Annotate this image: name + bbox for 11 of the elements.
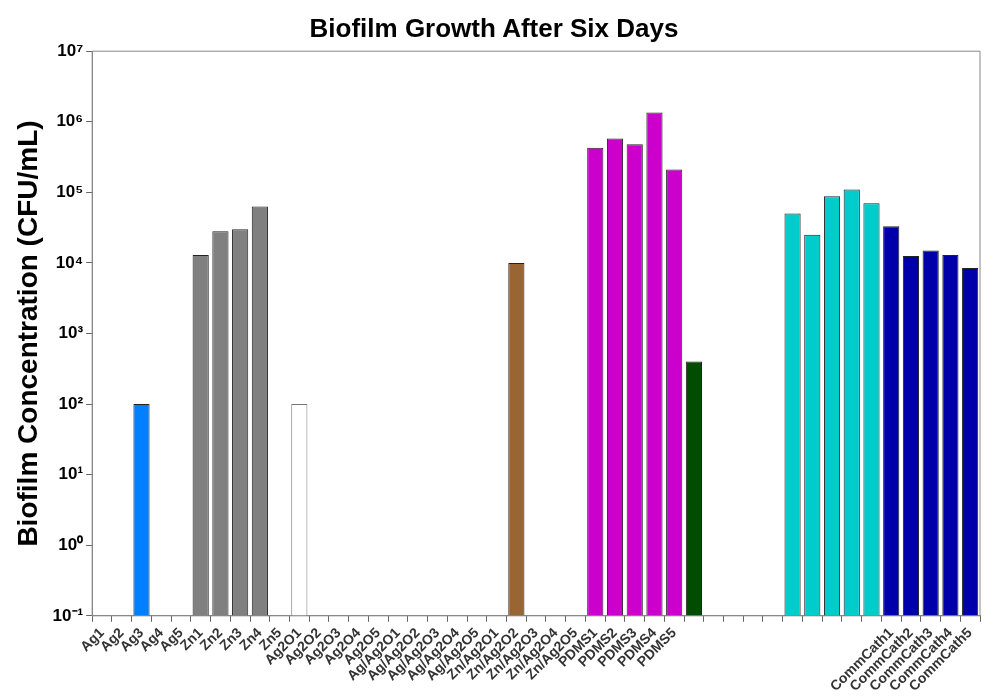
y-tick-label: 10¹ (58, 464, 84, 484)
y-axis-title: Biofilm Concentration (CFU/mL) (11, 120, 43, 547)
y-tick-label: 10⁻¹ (52, 605, 84, 625)
y-tick-label: 10⁴ (55, 252, 84, 272)
y-tick-label: 10⁷ (57, 40, 84, 60)
y-tick-label: 10² (58, 393, 84, 413)
y-tick-label: 10⁶ (56, 111, 84, 131)
y-tick-label: 10⁰ (58, 534, 84, 554)
y-tick-label: 10⁵ (56, 182, 84, 202)
y-tick-label: 10³ (58, 323, 84, 343)
chart-title: Biofilm Growth After Six Days (309, 12, 679, 43)
